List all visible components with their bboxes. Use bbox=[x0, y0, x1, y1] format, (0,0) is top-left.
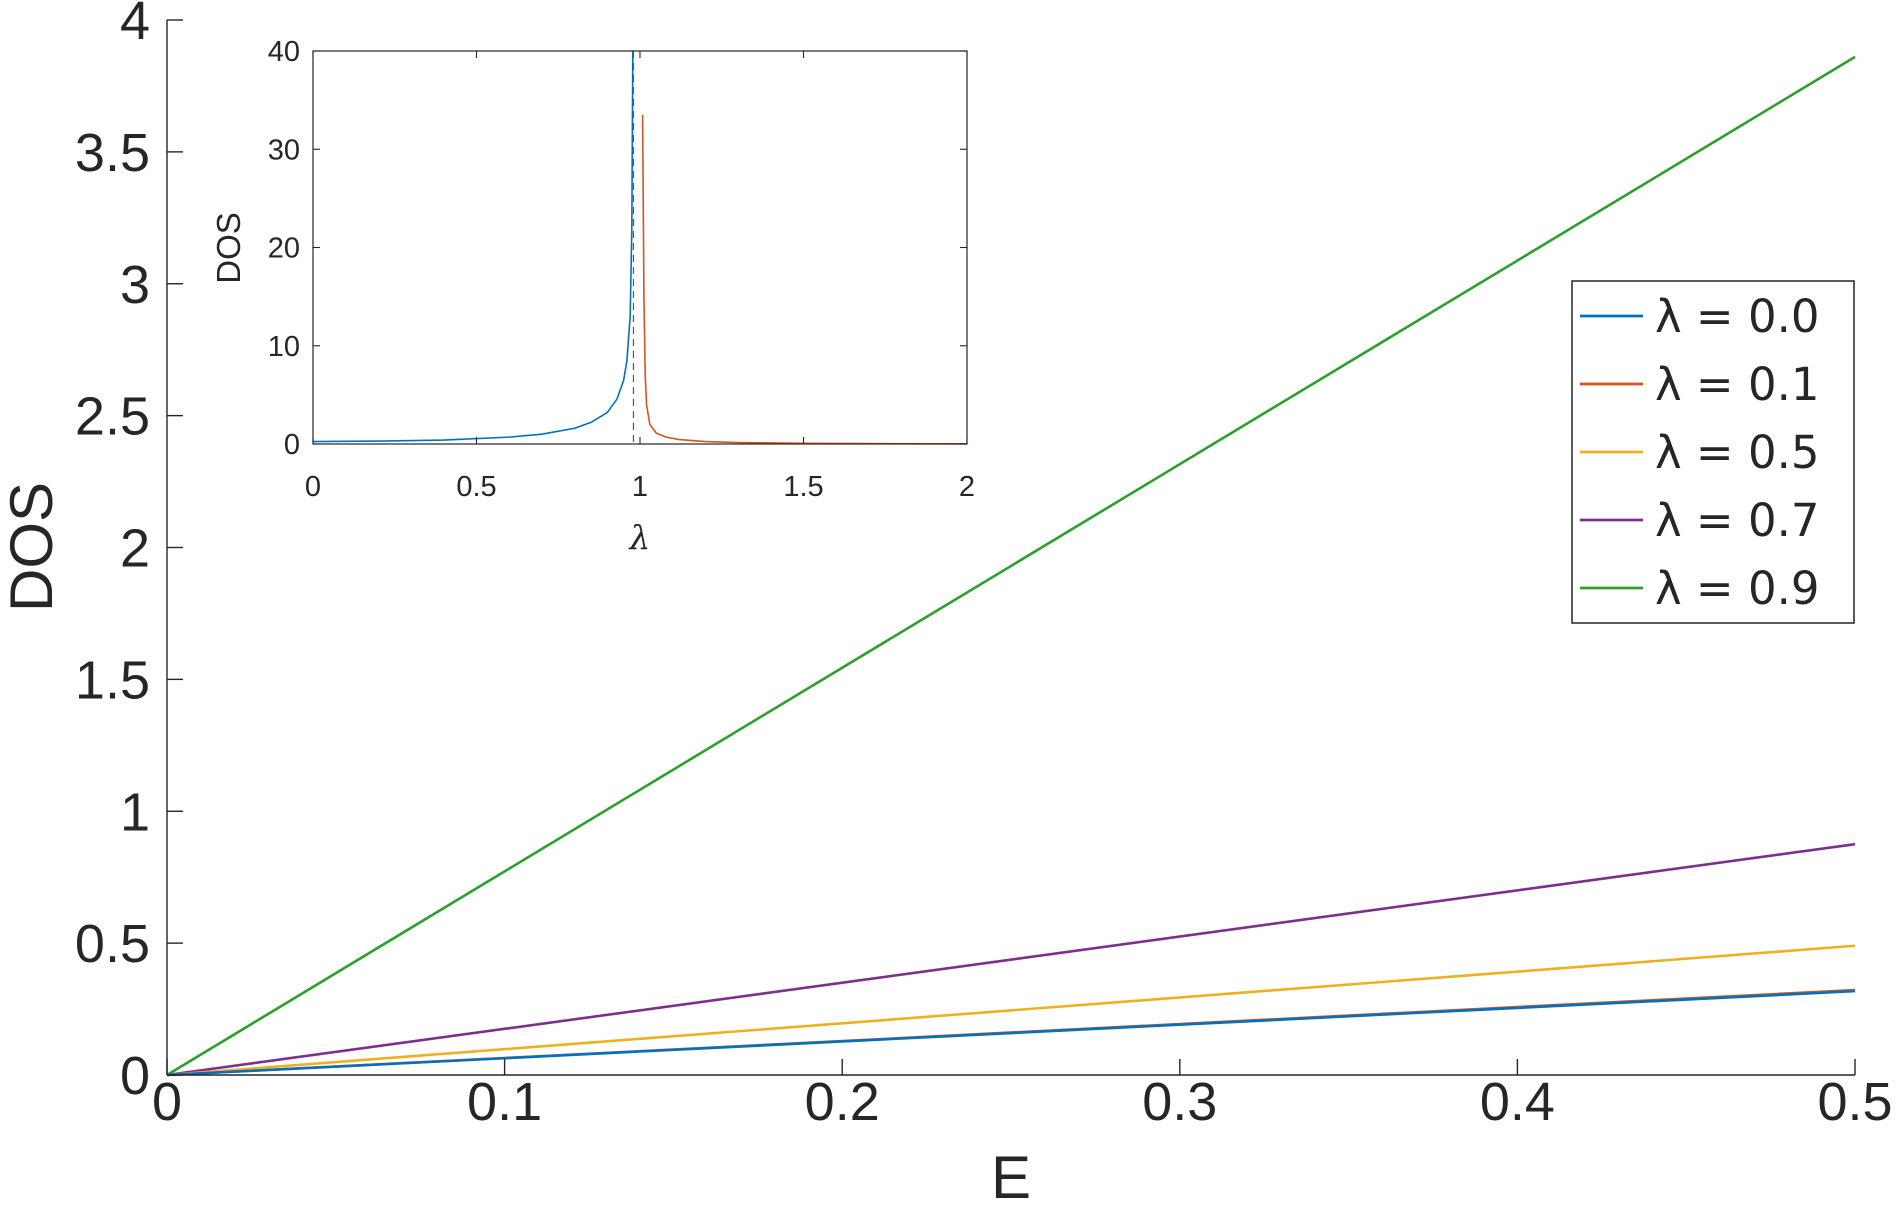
inset-y-tick-label: 10 bbox=[268, 331, 300, 363]
inset-x-axis-label: λ bbox=[628, 518, 651, 557]
main-y-tick-label: 0.5 bbox=[75, 914, 150, 974]
main-x-tick-label: 0.2 bbox=[805, 1072, 880, 1132]
inset-x-tick-label: 0 bbox=[305, 471, 321, 503]
legend-label-2: λ = 0.5 bbox=[1655, 426, 1820, 479]
main-x-tick-label: 0.3 bbox=[1142, 1072, 1217, 1132]
inset-y-tick-label: 30 bbox=[268, 134, 300, 166]
main-y-tick-label: 1.5 bbox=[75, 650, 150, 710]
main-series-line-3 bbox=[166, 842, 1856, 1077]
main-x-tick-label: 0.4 bbox=[1480, 1072, 1555, 1132]
inset-background bbox=[313, 51, 967, 444]
main-y-tick-label: 0 bbox=[120, 1046, 150, 1106]
main-x-tick-label: 0.1 bbox=[467, 1072, 542, 1132]
legend-label-4: λ = 0.9 bbox=[1655, 562, 1820, 615]
main-y-tick-label: 1 bbox=[120, 782, 150, 842]
main-x-ticks: 0 0.1 0.2 0.3 0.4 0.5 bbox=[152, 1059, 1893, 1132]
inset-x-tick-label: 1.5 bbox=[783, 471, 823, 503]
legend-label-1: λ = 0.1 bbox=[1655, 358, 1820, 411]
inset-y-tick-label: 0 bbox=[284, 429, 300, 461]
main-x-tick-label: 0 bbox=[152, 1072, 182, 1132]
inset-x-tick-label: 2 bbox=[959, 471, 975, 503]
main-series-line-0 bbox=[166, 989, 1856, 1077]
inset-y-tick-label: 20 bbox=[268, 233, 300, 265]
main-series-line-2 bbox=[166, 944, 1856, 1077]
inset-x-ticks: 0 0.5 1 1.5 2 bbox=[305, 51, 975, 503]
main-series-group bbox=[166, 55, 1856, 1077]
main-y-tick-label: 2.5 bbox=[75, 387, 150, 447]
main-x-tick-label: 0.5 bbox=[1817, 1072, 1892, 1132]
main-x-axis-label: E bbox=[991, 1144, 1031, 1211]
inset-x-tick-label: 1 bbox=[632, 471, 648, 503]
inset-axes: 0 0.5 1 1.5 2 0 10 20 30 40 λ DOS bbox=[210, 36, 975, 557]
inset-y-tick-label: 40 bbox=[268, 36, 300, 68]
main-series-line-4 bbox=[166, 55, 1856, 1077]
inset-x-tick-label: 0.5 bbox=[456, 471, 496, 503]
main-y-ticks: 0 0.5 1 1.5 2 2.5 3 3.5 4 bbox=[75, 0, 183, 1106]
main-y-tick-label: 4 bbox=[120, 0, 150, 51]
main-y-axis-label: DOS bbox=[0, 482, 65, 612]
inset-series-line-0 bbox=[312, 50, 634, 443]
inset-y-ticks: 0 10 20 30 40 bbox=[268, 36, 967, 461]
legend-label-3: λ = 0.7 bbox=[1655, 494, 1820, 547]
inset-y-axis-label: DOS bbox=[210, 212, 247, 284]
main-y-tick-label: 3 bbox=[120, 255, 150, 315]
legend-label-0: λ = 0.0 bbox=[1655, 290, 1820, 343]
legend-items: λ = 0.0 λ = 0.1 λ = 0.5 λ = 0.7 λ = 0.9 bbox=[1580, 290, 1820, 615]
main-y-tick-label: 2 bbox=[120, 519, 150, 579]
main-y-tick-label: 3.5 bbox=[75, 123, 150, 183]
legend: λ = 0.0 λ = 0.1 λ = 0.5 λ = 0.7 λ = 0.9 bbox=[1571, 280, 1855, 624]
